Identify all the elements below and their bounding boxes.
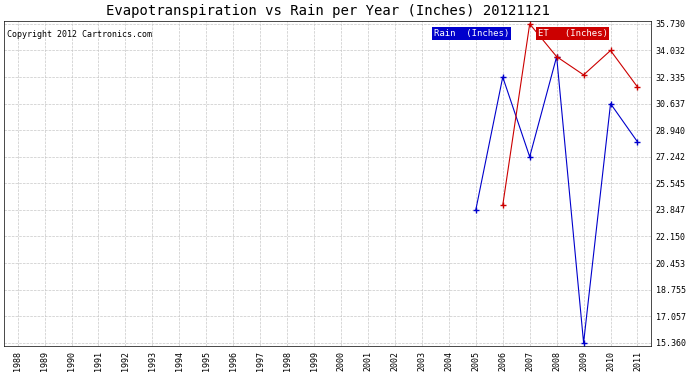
Text: ET   (Inches): ET (Inches) [538,29,608,38]
Title: Evapotranspiration vs Rain per Year (Inches) 20121121: Evapotranspiration vs Rain per Year (Inc… [106,4,549,18]
Text: Copyright 2012 Cartronics.com: Copyright 2012 Cartronics.com [8,30,152,39]
Text: Rain  (Inches): Rain (Inches) [434,29,509,38]
